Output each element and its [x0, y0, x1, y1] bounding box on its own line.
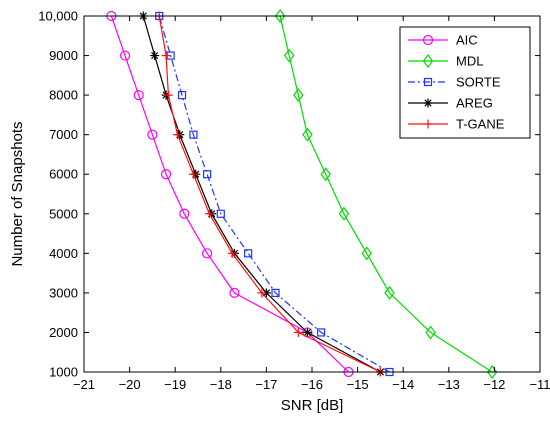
x-tick-label: −11 — [529, 377, 550, 392]
series-aic — [106, 10, 354, 378]
series-sorte — [155, 11, 394, 377]
x-tick-label: −13 — [438, 377, 460, 392]
y-tick-label: 10,000 — [38, 9, 78, 24]
x-tick-label: −21 — [73, 377, 95, 392]
x-tick-label: −14 — [392, 377, 414, 392]
series-mdl — [274, 9, 498, 379]
legend-marker — [422, 54, 434, 68]
x-tick-label: −16 — [301, 377, 323, 392]
x-tick-label: −20 — [119, 377, 141, 392]
y-tick-label: 6000 — [49, 167, 78, 182]
x-axis-label: SNR [dB] — [281, 397, 344, 414]
y-tick-label: 1000 — [49, 365, 78, 380]
data-point-t-gane — [227, 248, 237, 258]
series-line-mdl — [279, 15, 493, 373]
legend-marker — [423, 77, 433, 87]
data-point-aic — [229, 287, 240, 298]
y-tick-label: 9000 — [49, 48, 78, 63]
data-point-t-gane — [204, 209, 214, 219]
series-line-areg — [142, 15, 381, 373]
data-point-aic — [179, 208, 190, 219]
legend-label: AIC — [456, 33, 478, 48]
legend-marker — [423, 119, 433, 129]
data-point-mdl — [320, 167, 331, 182]
legend-marker — [422, 34, 434, 46]
legend-label: AREG — [456, 96, 493, 111]
data-point-sorte — [189, 130, 198, 139]
data-point-mdl — [425, 325, 436, 340]
data-point-sorte — [317, 328, 326, 337]
data-point-sorte — [203, 170, 212, 179]
data-point-t-gane — [163, 90, 173, 100]
data-point-aic — [119, 50, 131, 61]
data-point-aic — [133, 90, 144, 101]
data-point-sorte — [216, 209, 225, 218]
data-point-mdl — [283, 48, 295, 63]
x-tick-label: −19 — [164, 377, 186, 392]
y-tick-label: 2000 — [49, 325, 78, 340]
data-point-mdl — [293, 88, 304, 103]
data-point-t-gane — [257, 288, 267, 298]
x-tick-label: −15 — [347, 377, 369, 392]
x-tick-label: −12 — [483, 377, 505, 392]
legend-label: SORTE — [456, 75, 501, 90]
y-tick-label: 4000 — [49, 246, 78, 261]
y-tick-label: 3000 — [49, 285, 78, 300]
data-point-sorte — [271, 288, 280, 297]
data-point-mdl — [302, 127, 313, 142]
y-axis: 1000 2000 3000 4000 5000 6000 7000 8000 9000 10,0… — [38, 9, 540, 380]
y-tick-label: 8000 — [49, 88, 78, 103]
data-point-mdl — [274, 9, 286, 23]
legend-label: T-GANE — [456, 117, 505, 132]
data-point-mdl — [384, 285, 395, 300]
x-tick-label: −17 — [255, 377, 277, 392]
legend-item-sorte: SORTE — [408, 75, 501, 90]
data-point-sorte — [244, 249, 253, 258]
data-point-t-gane — [293, 327, 303, 337]
y-tick-label: 5000 — [49, 206, 78, 221]
data-point-areg — [302, 327, 312, 337]
data-point-mdl — [338, 206, 350, 221]
legend: AIC MDL SORTE AREG T-GANE — [399, 26, 531, 139]
series-t-gane — [154, 11, 385, 377]
legend-item-areg: AREG — [408, 96, 493, 111]
x-tick-label: −18 — [210, 377, 232, 392]
legend-item-aic: AIC — [408, 33, 478, 48]
data-point-t-gane — [188, 169, 198, 179]
data-point-aic — [147, 129, 158, 140]
series-line-aic — [110, 15, 349, 373]
series-line-sorte — [158, 15, 390, 373]
data-point-mdl — [361, 246, 372, 261]
data-point-aic — [202, 248, 213, 259]
data-point-t-gane — [161, 51, 171, 61]
y-tick-label: 7000 — [49, 127, 78, 142]
data-point-t-gane — [172, 130, 182, 140]
data-point-mdl — [486, 365, 498, 379]
legend-item-mdl: MDL — [408, 54, 483, 69]
series-line-t-gane — [158, 15, 381, 373]
legend-label: MDL — [456, 54, 483, 69]
legend-box — [399, 26, 531, 139]
legend-item-t-gane: T-GANE — [408, 117, 505, 132]
y-axis-label: Number of Snapshots — [9, 121, 26, 266]
data-point-sorte — [177, 91, 187, 100]
x-axis: −21 −20 −19 −18 −17 −16 −15 −14 −13 −12 −11 — [73, 16, 550, 392]
legend-marker — [423, 98, 433, 108]
data-point-aic — [160, 169, 172, 180]
data-point-areg — [150, 51, 160, 61]
